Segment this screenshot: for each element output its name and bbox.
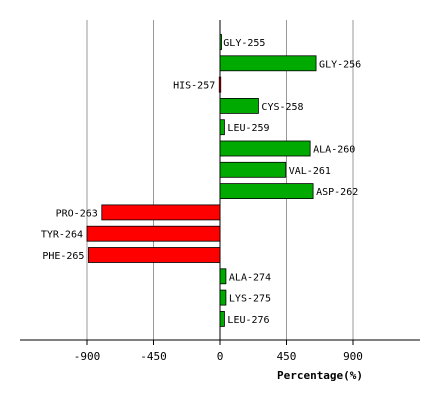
- bar: [219, 161, 287, 178]
- bar: [219, 268, 227, 285]
- bar: [219, 140, 311, 157]
- x-tick-label: 450: [277, 350, 297, 363]
- x-axis-title: Percentage(%): [277, 369, 363, 382]
- x-tick-label: 0: [217, 350, 224, 363]
- bar: [219, 289, 227, 306]
- bar: [86, 225, 221, 242]
- grid-lines: [86, 20, 354, 340]
- bar: [219, 34, 222, 50]
- bar: [219, 98, 259, 114]
- bar-label: ALA-260: [313, 145, 355, 156]
- bar: [88, 247, 221, 263]
- bar-label: LEU-276: [227, 315, 269, 326]
- bar-label: HIS-257: [173, 81, 215, 92]
- bars: [86, 34, 317, 327]
- bar: [218, 76, 222, 93]
- bar-label: ALA-274: [229, 272, 271, 283]
- bar-label: CYS-258: [261, 102, 303, 113]
- bar-label: ASP-262: [316, 187, 358, 198]
- bar: [219, 55, 317, 72]
- x-tick-label: 900: [343, 350, 363, 363]
- bar-label: GLY-255: [223, 38, 265, 49]
- bar-label: TYR-264: [41, 230, 83, 241]
- bar-label: LYS-275: [229, 294, 271, 305]
- bar-label: PRO-263: [56, 208, 98, 219]
- bar: [101, 204, 221, 221]
- bar-label: VAL-261: [289, 166, 331, 177]
- bar: [219, 183, 314, 200]
- bar-labels: GLY-255 GLY-256 HIS-257 CYS-258 LEU-259 ALA-2…: [41, 38, 361, 326]
- bar-label: GLY-256: [319, 59, 361, 70]
- bar-label: LEU-259: [227, 123, 269, 134]
- bar: [219, 119, 225, 136]
- bar: [219, 310, 225, 327]
- x-tick-label: -900: [74, 350, 101, 363]
- x-tick-label: -450: [140, 350, 167, 363]
- bar-label: PHE-265: [42, 251, 84, 262]
- x-axis: -900 -450 0 450 900: [20, 339, 420, 363]
